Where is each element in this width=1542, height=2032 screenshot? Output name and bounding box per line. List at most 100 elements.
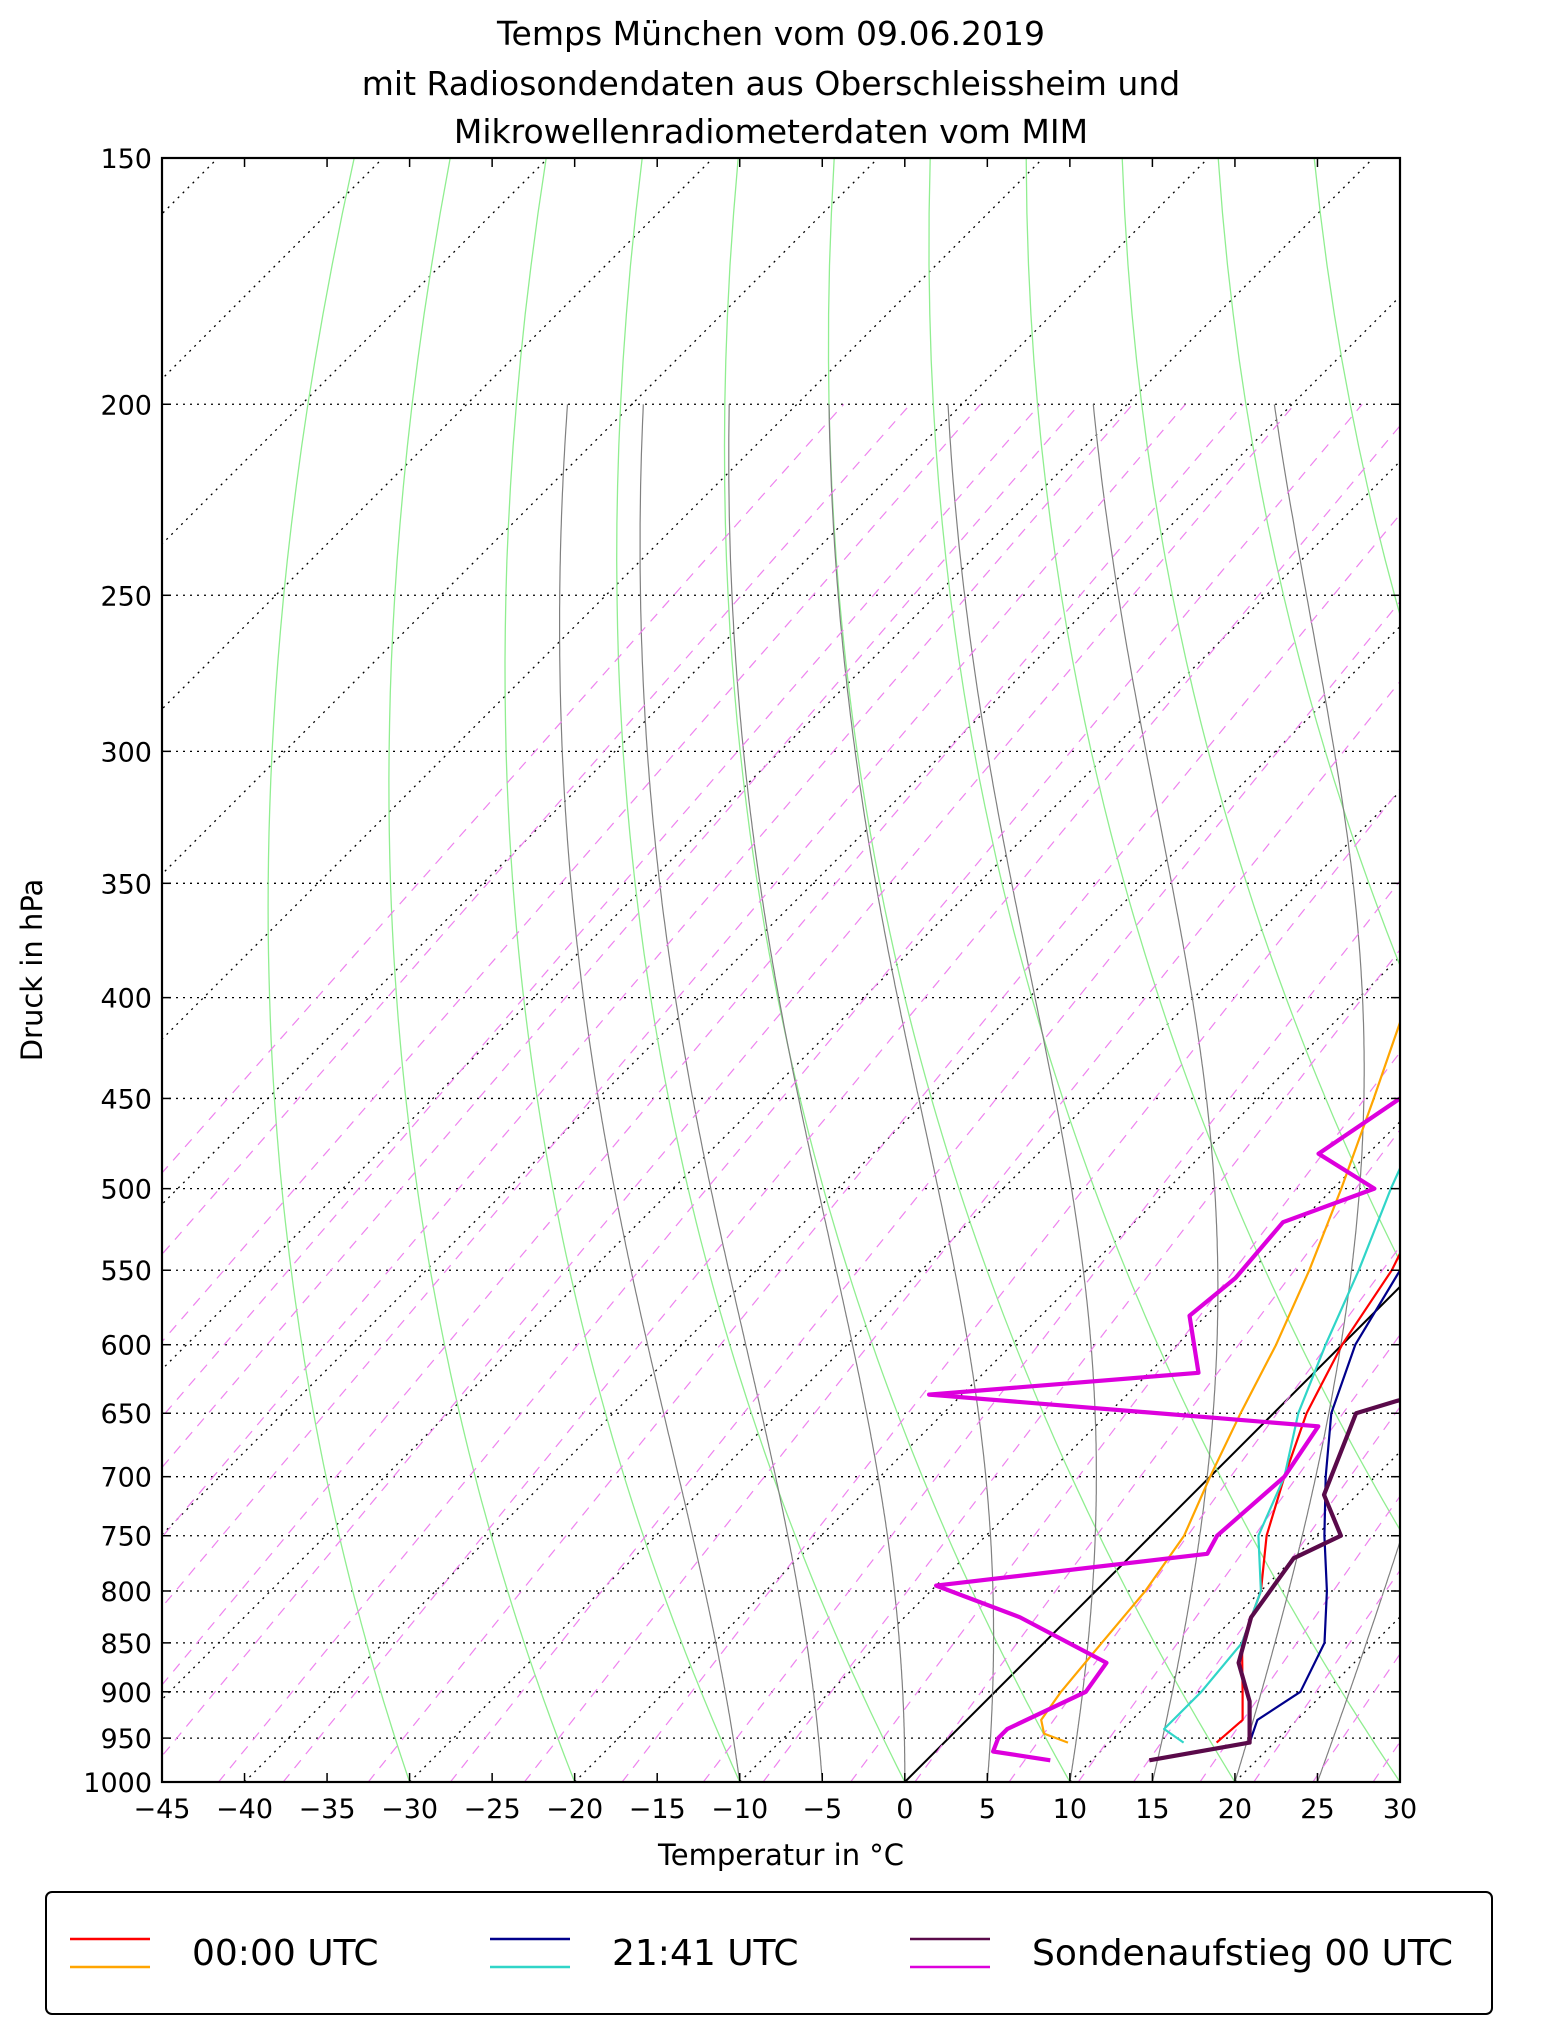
mixing-ratio-line [162,403,1244,1686]
mixing-ratio-line [218,403,1363,1782]
mixing-ratio-line [1199,1495,1400,1782]
isotherm-line [574,955,1400,1782]
x-tick-label: −25 [464,1794,521,1825]
dry-adiabat [1121,158,1400,1263]
dry-adiabat [1410,158,1542,1782]
y-axis-label: Druck in hPa [15,879,49,1062]
y-tick-label: 300 [100,737,152,768]
isotherm-line [409,790,1400,1782]
series-2-temperature [1248,1268,1400,1743]
moist-adiabat [1092,404,1219,1782]
dry-adiabat [1217,158,1400,968]
legend-label-sonde: Sondenaufstieg 00 UTC [1032,1933,1453,1974]
mixing-ratio-line [1077,1333,1400,1782]
mixing-ratio-line [762,948,1400,1782]
y-tick-label: 200 [100,390,152,421]
legend-label-2141: 21:41 UTC [612,1933,799,1974]
y-tick-label: 450 [100,1084,152,1115]
mixing-ratio-line [1253,1569,1400,1782]
moist-adiabat [1399,1780,1400,1782]
x-axis-label: Temperatur in °C [657,1838,904,1872]
dry-adiabat [267,158,411,1782]
mixing-ratio-line [850,1051,1400,1782]
dry-adiabat [504,158,741,1782]
x-tick-label: 0 [896,1794,913,1825]
x-tick-label: 15 [1135,1794,1169,1825]
isotherm-line [162,158,549,545]
isotherm-line [162,295,1400,1536]
isotherm-line [162,158,1374,1371]
mixing-ratio-line [162,403,911,1256]
series-0-temperature [1215,1251,1400,1744]
y-tick-label: 550 [100,1256,152,1287]
x-tick-label: −40 [216,1794,273,1825]
series-4-temperature [1148,1397,1400,1763]
isotherm-line [162,158,384,380]
dry-adiabat [723,158,1071,1782]
legend-frame [45,1891,1493,2015]
moist-adiabat [1316,1539,1400,1782]
y-tick-label: 650 [100,1399,152,1430]
isotherm-line [1069,1450,1400,1782]
isotherm-line [162,158,1209,1206]
mixing-ratio-line [1133,1405,1400,1782]
dry-adiabat [388,158,576,1782]
y-tick-label: 700 [100,1463,152,1494]
mixing-ratio-line [162,403,1134,1539]
zero-isotherm [904,1285,1400,1782]
mixing-ratio-line [367,513,1400,1782]
y-tick-label: 250 [100,581,152,612]
moist-adiabat [728,404,906,1782]
x-tick-label: −35 [299,1794,356,1825]
moist-adiabat [947,404,1098,1782]
legend-entry-0000: 00:00 UTC [70,1933,379,1974]
dry-adiabat [1025,158,1400,1532]
y-tick-label: 350 [100,869,152,900]
mixing-ratio-line [702,879,1400,1782]
series-3-dewpoint [1162,1165,1400,1744]
background-lines [162,158,1542,1782]
mixing-ratio-line [914,1129,1400,1782]
title-line-2: mit Radiosondendaten aus Oberschleisshei… [362,64,1180,103]
y-tick-label: 1000 [83,1768,152,1799]
y-tick-label: 850 [100,1629,152,1660]
x-tick-label: −30 [381,1794,438,1825]
isotherm-line [1234,1616,1400,1782]
dry-adiabat [616,158,906,1782]
dry-adiabat [1313,158,1400,618]
mixing-ratio-line [162,403,1186,1608]
moist-adiabat [828,404,995,1782]
x-tick-label: 5 [979,1794,996,1825]
mixing-ratio-line [162,403,981,1343]
legend: 00:00 UTC 21:41 UTC Sondenaufstieg 00 UT… [45,1891,1493,2015]
x-tick-label: −15 [629,1794,686,1825]
moist-adiabat [639,404,823,1782]
mixing-ratio-line [282,424,1400,1782]
plot-frame [160,156,1402,1784]
isotherm-line [1399,1781,1400,1782]
dry-adiabat [1506,158,1542,1782]
mixing-ratio-line [162,403,1041,1418]
x-tick-label: 30 [1383,1794,1417,1825]
title-line-3: Mikrowellenradiometerdaten vom MIM [454,112,1088,151]
y-tick-label: 800 [100,1577,152,1608]
mixing-ratio-line [1312,1652,1400,1782]
y-tick-label: 900 [100,1678,152,1709]
legend-label-0000: 00:00 UTC [192,1933,379,1974]
y-tick-label: 500 [100,1175,152,1206]
x-tick-label: −20 [546,1794,603,1825]
legend-entry-2141: 21:41 UTC [490,1933,799,1974]
x-axis-ticks: −45 −40 −35 −30 −25 −20 −15 −10 −5 0 5 10 15 20 25 30 [134,158,1417,1825]
x-tick-label: 25 [1300,1794,1334,1825]
isotherm-line [162,158,1044,1041]
title-line-1: Temps München vom 09.06.2019 [496,14,1045,53]
x-tick-label: −5 [802,1794,842,1825]
mixing-ratio-line [162,403,1296,1757]
series-1-dewpoint [1040,1019,1400,1744]
chart-title: Temps München vom 09.06.2019 mit Radioso… [362,14,1180,151]
isotherm-line [244,625,1400,1782]
mixing-ratio-line [449,600,1400,1782]
mixing-ratio-line [1423,404,1542,1782]
moist-adiabat [558,404,741,1782]
dry-adiabat [928,158,1400,1782]
